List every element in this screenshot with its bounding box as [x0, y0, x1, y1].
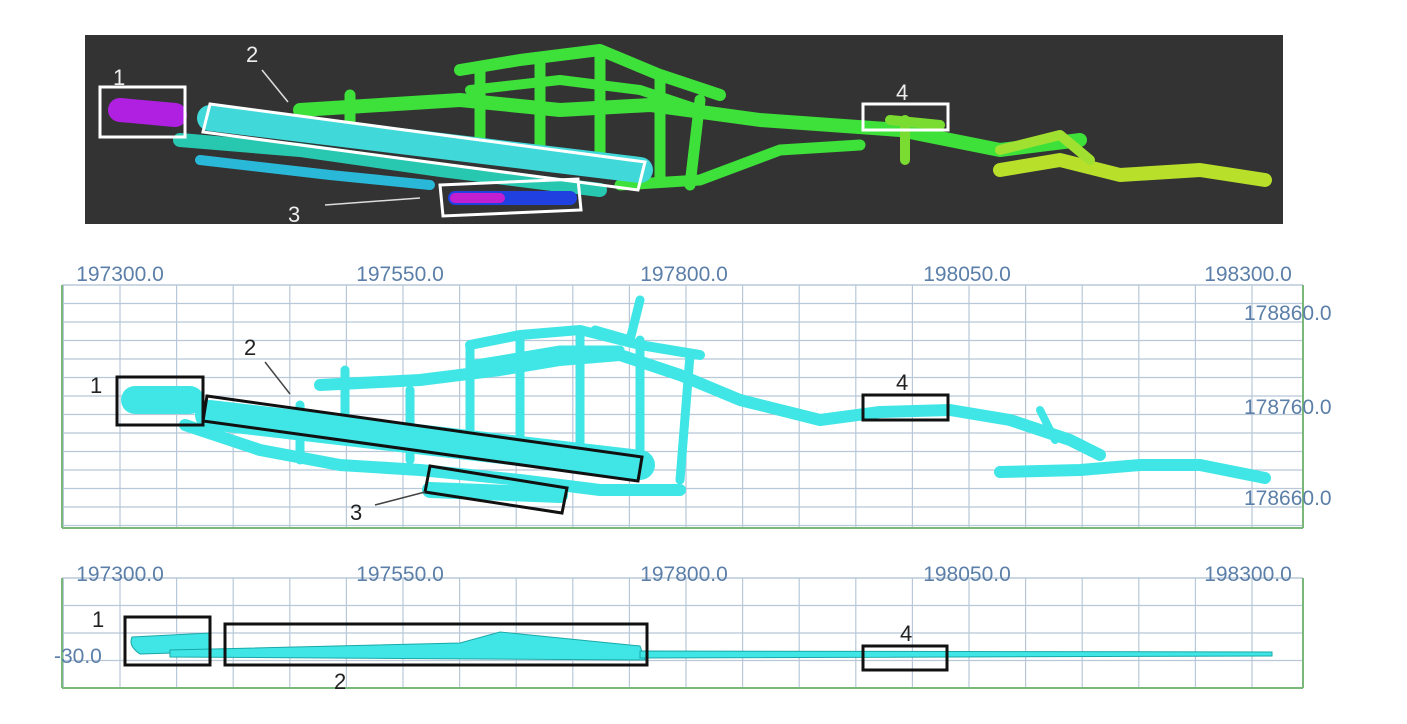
section-y-tick: -30.0	[54, 645, 102, 668]
plan-y-tick: 178860.0	[1244, 302, 1332, 325]
point-cloud-cave-network	[108, 44, 1272, 205]
plan-label-3: 3	[350, 500, 362, 525]
plan-x-tick: 197300.0	[76, 263, 164, 286]
box-4	[861, 102, 950, 132]
plan-y-tick: 178660.0	[1244, 487, 1332, 510]
section-view: 197300.0 197550.0 197800.0 198050.0 1983…	[54, 563, 1304, 694]
arrow-3	[324, 197, 421, 206]
plan-view: 197300.0 197550.0 197800.0 198050.0 1983…	[61, 263, 1332, 529]
section-grid	[61, 577, 1304, 689]
plan-x-tick: 197800.0	[640, 263, 728, 286]
plan-label-1: 1	[90, 373, 102, 398]
box-3	[438, 177, 583, 218]
plan-box-1	[115, 375, 205, 427]
plan-box-2	[201, 394, 644, 483]
plan-cave-network	[121, 295, 1271, 503]
label-1: 1	[113, 65, 125, 90]
box-2	[201, 102, 647, 192]
section-box-1	[123, 615, 212, 667]
section-x-tick: 198050.0	[923, 563, 1011, 586]
section-cave-profile	[130, 631, 1273, 661]
box-1	[98, 85, 187, 139]
plan-label-4: 4	[896, 370, 908, 395]
plan-x-tick: 198300.0	[1204, 263, 1292, 286]
plan-box-4	[861, 393, 950, 422]
section-label-2: 2	[334, 669, 346, 694]
section-x-tick: 197300.0	[76, 563, 164, 586]
point-cloud-panel: 1 2 3 4	[85, 35, 1283, 227]
section-x-tick: 197800.0	[640, 563, 728, 586]
label-2: 2	[246, 42, 258, 67]
plan-x-tick: 197550.0	[356, 263, 444, 286]
section-label-4: 4	[900, 621, 912, 646]
plan-x-tick: 198050.0	[923, 263, 1011, 286]
plan-label-2: 2	[244, 335, 256, 360]
plan-box-3	[423, 464, 569, 515]
section-box-2	[223, 622, 649, 667]
label-3: 3	[288, 202, 300, 227]
section-x-tick: 197550.0	[356, 563, 444, 586]
plan-arrow-3	[374, 491, 426, 506]
label-4: 4	[896, 80, 908, 105]
section-label-1: 1	[92, 607, 104, 632]
section-box-4	[861, 644, 949, 672]
plan-y-tick: 178760.0	[1244, 396, 1332, 419]
arrow-2	[261, 69, 289, 103]
section-x-tick: 198300.0	[1204, 563, 1292, 586]
plan-arrow-2	[264, 361, 291, 395]
